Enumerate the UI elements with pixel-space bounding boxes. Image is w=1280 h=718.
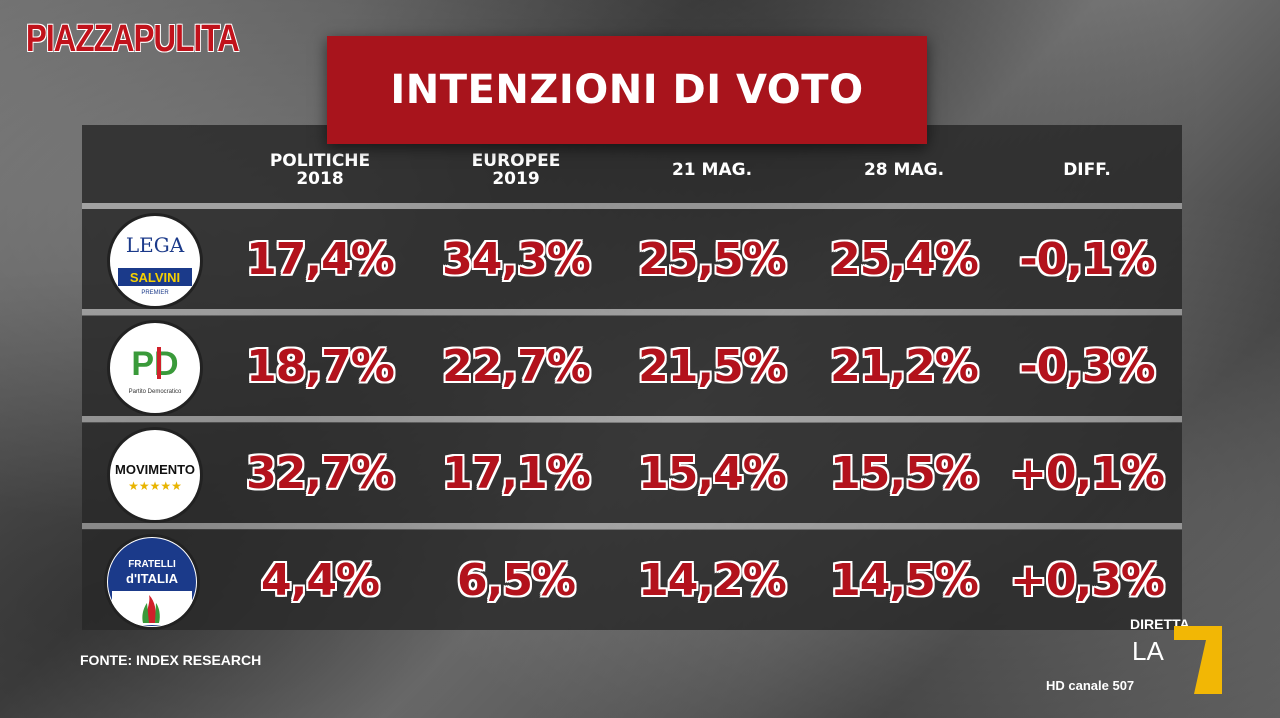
value-cell: 15,5% <box>830 447 979 499</box>
value-cell: 6,5% <box>456 554 576 606</box>
svg-text:★★★★★: ★★★★★ <box>128 479 182 493</box>
row-divider <box>82 416 1182 422</box>
value-cell: 21,5% <box>638 340 787 392</box>
svg-text:FRATELLI: FRATELLI <box>128 559 176 570</box>
value-cell: 34,3% <box>442 233 591 285</box>
table-row-pd: PD Partito Democratico 18,7% 22,7% 21,5%… <box>82 316 1182 416</box>
svg-text:LEGA: LEGA <box>126 233 185 257</box>
value-cell: +0,3% <box>1010 554 1165 606</box>
svg-text:d'ITALIA: d'ITALIA <box>126 571 179 586</box>
source-note: FONTE: INDEX RESEARCH <box>80 652 262 668</box>
channel-la-label: LA <box>1132 636 1164 666</box>
value-cell: 15,4% <box>638 447 787 499</box>
value-cell: 25,5% <box>638 233 787 285</box>
value-cell: 32,7% <box>246 447 395 499</box>
fratelli-italia-logo: FRATELLI d'ITALIA <box>104 534 200 630</box>
column-header-politiche-2018: POLITICHE 2018 <box>269 151 371 189</box>
pd-logo: PD Partito Democratico <box>107 320 203 416</box>
svg-text:Partito Democratico: Partito Democratico <box>129 389 182 395</box>
value-cell: +0,1% <box>1010 447 1165 499</box>
value-cell: -0,1% <box>1019 233 1155 285</box>
table-row-lega: LEGA SALVINI PREMIER 17,4% 34,3% 25,5% 2… <box>82 209 1182 309</box>
value-cell: 17,1% <box>442 447 591 499</box>
value-cell: -0,3% <box>1019 340 1155 392</box>
column-header-28-mag: 28 MAG. <box>863 160 945 180</box>
row-divider <box>82 203 1182 209</box>
hd-channel-label: HD canale 507 <box>1046 678 1135 693</box>
title-banner: INTENZIONI DI VOTO <box>327 36 927 144</box>
column-header-europee-2019: EUROPEE 2019 <box>471 151 561 189</box>
table-row-fratelli-italia: FRATELLI d'ITALIA 4,4% 6,5% 14,2% 14,5% … <box>82 530 1182 630</box>
row-divider <box>82 523 1182 529</box>
value-cell: 18,7% <box>246 340 395 392</box>
value-cell: 22,7% <box>442 340 591 392</box>
show-logo: PIAZZAPULITA <box>26 18 240 60</box>
svg-text:SALVINI: SALVINI <box>130 270 180 285</box>
page-title: INTENZIONI DI VOTO <box>390 67 864 113</box>
value-cell: 4,4% <box>260 554 380 606</box>
table-row-movimento: MOVIMENTO ★★★★★ 32,7% 17,1% 15,4% 15,5% … <box>82 423 1182 523</box>
value-cell: 17,4% <box>246 233 395 285</box>
svg-text:PREMIER: PREMIER <box>141 290 169 296</box>
svg-text:MOVIMENTO: MOVIMENTO <box>115 462 195 477</box>
channel-logo: DIRETTA LA 7 HD canale 507 <box>1040 614 1230 704</box>
column-header-21-mag: 21 MAG. <box>671 160 753 180</box>
la7-seven-icon: 7 <box>1174 626 1222 694</box>
value-cell: 14,2% <box>638 554 787 606</box>
lega-logo: LEGA SALVINI PREMIER <box>107 213 203 309</box>
movimento-logo: MOVIMENTO ★★★★★ <box>107 427 203 523</box>
row-divider <box>82 309 1182 315</box>
value-cell: 21,2% <box>830 340 979 392</box>
value-cell: 14,5% <box>830 554 979 606</box>
poll-table: POLITICHE 2018 EUROPEE 2019 21 MAG. 28 MAG… <box>82 125 1182 630</box>
column-header-diff: DIFF. <box>1063 160 1111 180</box>
svg-text:PD: PD <box>131 345 178 383</box>
value-cell: 25,4% <box>830 233 979 285</box>
